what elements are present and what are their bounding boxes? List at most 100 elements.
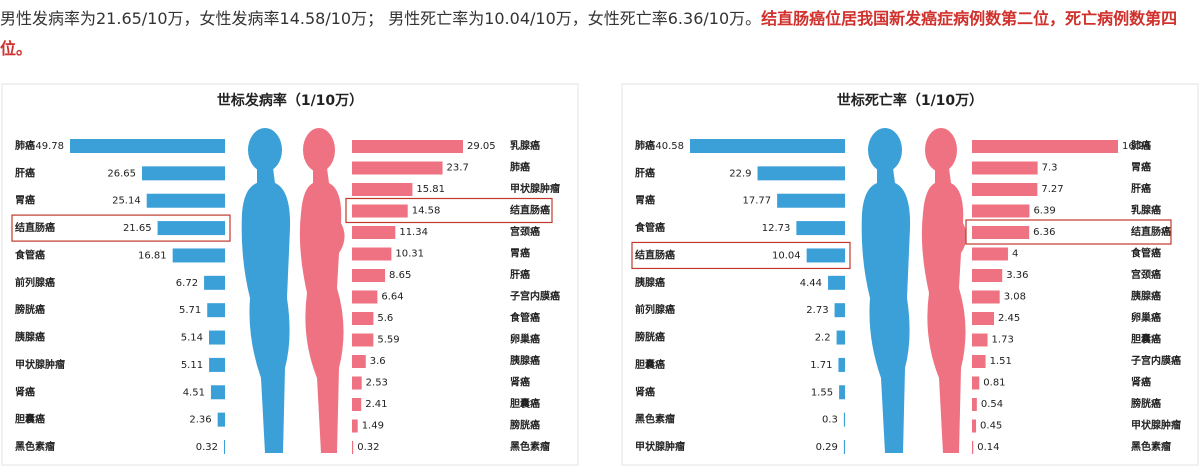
value-label: 10.04	[772, 250, 801, 261]
bar	[146, 193, 225, 208]
intro-highlight: 结直肠癌位居我国新发癌症病例数第二位，死亡病例数第四位。	[0, 9, 1178, 58]
value-label: 12.73	[762, 223, 791, 234]
category-label: 卵巢癌	[510, 333, 540, 346]
bar	[352, 441, 354, 454]
category-label: 乳腺癌	[510, 139, 540, 152]
bar	[210, 385, 225, 400]
bar	[972, 333, 988, 347]
value-label: 2.45	[998, 313, 1020, 324]
highlight-box	[11, 214, 231, 242]
bar	[157, 221, 225, 236]
bar	[796, 221, 845, 236]
category-label: 前列腺癌	[15, 276, 55, 289]
bar	[207, 303, 225, 318]
bar	[972, 183, 1038, 196]
bar	[972, 247, 1008, 261]
category-label: 肝癌	[1131, 182, 1151, 195]
value-label: 6.64	[381, 292, 403, 303]
category-label: 胆囊癌	[635, 358, 665, 371]
category-label: 结直肠癌	[1131, 225, 1171, 238]
category-label: 食管癌	[509, 311, 540, 324]
bar	[352, 161, 443, 175]
bar	[352, 333, 374, 347]
highlight-box	[345, 197, 553, 224]
value-label: 4	[1012, 249, 1018, 260]
value-label: 7.3	[1042, 163, 1058, 174]
value-label: 40.58	[655, 141, 684, 152]
female-silhouette	[921, 128, 967, 453]
category-label: 肾癌	[635, 385, 655, 398]
value-label: 0.32	[196, 442, 218, 453]
value-label: 14.58	[412, 206, 441, 217]
value-label: 49.78	[35, 141, 64, 152]
category-label: 胃癌	[510, 247, 530, 260]
value-label: 6.72	[176, 278, 198, 289]
value-label: 5.59	[377, 335, 399, 346]
bar	[972, 419, 977, 433]
bar	[352, 376, 362, 390]
category-label: 黑色素瘤	[635, 413, 675, 426]
value-label: 0.32	[357, 442, 379, 453]
bar	[224, 440, 225, 454]
value-label: 21.65	[123, 223, 152, 234]
category-label: 肺癌	[1131, 139, 1151, 152]
category-label: 甲状腺肿瘤	[15, 358, 65, 371]
category-label: 肾癌	[1131, 376, 1151, 389]
bar	[972, 290, 1000, 304]
intro: 男性发病率为21.65/10万，女性发病率14.58/10万； 男性死亡率为10…	[0, 4, 1195, 64]
bar	[217, 412, 225, 427]
category-label: 黑色素瘤	[15, 440, 55, 453]
category-label: 膀胱癌	[634, 331, 665, 344]
category-label: 肝癌	[15, 166, 35, 179]
bar	[777, 193, 845, 208]
panel	[1, 83, 579, 466]
value-label: 8.65	[389, 270, 411, 281]
highlight-box	[965, 219, 1172, 245]
bar	[972, 226, 1030, 239]
value-label: 0.54	[981, 399, 1003, 410]
value-label: 3.36	[1006, 270, 1028, 281]
value-label: 29.05	[467, 141, 496, 152]
category-label: 肝癌	[635, 166, 655, 179]
value-label: 5.6	[377, 313, 393, 324]
category-label: 肺癌	[635, 139, 655, 152]
panel	[621, 83, 1199, 466]
value-label: 0.14	[977, 442, 999, 453]
value-label: 23.7	[447, 163, 469, 174]
bar	[352, 247, 392, 261]
bar	[352, 204, 408, 218]
category-label: 膀胱癌	[509, 419, 540, 432]
chart-title: 世标发病率（1/10万）	[217, 92, 363, 109]
category-label: 胆囊癌	[15, 413, 45, 426]
category-label: 食管癌	[14, 248, 45, 261]
category-label: 甲状腺肿瘤	[510, 182, 560, 195]
bar	[834, 303, 845, 318]
category-label: 黑色素瘤	[510, 440, 550, 453]
category-label: 胆囊癌	[510, 397, 540, 410]
value-label: 16.24	[1122, 141, 1151, 152]
value-label: 1.51	[990, 356, 1012, 367]
category-label: 黑色素瘤	[1131, 440, 1171, 453]
bar	[352, 226, 396, 239]
value-label: 10.31	[395, 249, 424, 260]
category-label: 子宫内膜癌	[1131, 354, 1181, 367]
category-label: 胆囊癌	[1131, 333, 1161, 346]
highlight-box	[631, 241, 851, 270]
value-label: 22.9	[729, 168, 751, 179]
category-label: 膀胱癌	[14, 303, 45, 316]
category-label: 结直肠癌	[635, 248, 675, 261]
category-label: 食管癌	[1130, 247, 1161, 260]
male-silhouette	[861, 128, 911, 453]
value-label: 15.81	[416, 184, 445, 195]
bar	[972, 355, 986, 368]
value-label: 6.36	[1033, 227, 1055, 238]
value-label: 1.49	[362, 421, 384, 432]
bar	[352, 183, 413, 196]
category-label: 膀胱癌	[1130, 397, 1161, 410]
category-label: 结直肠癌	[15, 221, 55, 234]
bar	[352, 419, 358, 433]
bar	[972, 376, 980, 390]
bar	[828, 275, 845, 290]
value-label: 7.27	[1041, 184, 1063, 195]
